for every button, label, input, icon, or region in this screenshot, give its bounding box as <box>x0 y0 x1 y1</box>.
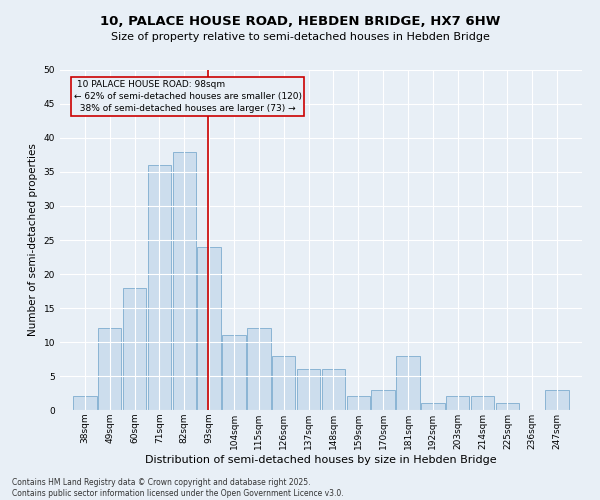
Bar <box>347 396 370 410</box>
Text: Size of property relative to semi-detached houses in Hebden Bridge: Size of property relative to semi-detach… <box>110 32 490 42</box>
Bar <box>496 403 519 410</box>
Text: 10 PALACE HOUSE ROAD: 98sqm
← 62% of semi-detached houses are smaller (120)
  38: 10 PALACE HOUSE ROAD: 98sqm ← 62% of sem… <box>74 80 302 113</box>
Y-axis label: Number of semi-detached properties: Number of semi-detached properties <box>28 144 38 336</box>
Bar <box>471 396 494 410</box>
Bar <box>545 390 569 410</box>
Text: Contains HM Land Registry data © Crown copyright and database right 2025.
Contai: Contains HM Land Registry data © Crown c… <box>12 478 344 498</box>
Bar <box>222 335 246 410</box>
Bar <box>148 165 171 410</box>
Bar <box>322 369 345 410</box>
Bar <box>247 328 271 410</box>
Bar <box>73 396 97 410</box>
Text: 10, PALACE HOUSE ROAD, HEBDEN BRIDGE, HX7 6HW: 10, PALACE HOUSE ROAD, HEBDEN BRIDGE, HX… <box>100 15 500 28</box>
Bar <box>272 356 295 410</box>
Bar <box>396 356 420 410</box>
Bar <box>421 403 445 410</box>
Bar <box>297 369 320 410</box>
Bar <box>98 328 121 410</box>
Bar <box>371 390 395 410</box>
Bar <box>446 396 469 410</box>
Bar <box>173 152 196 410</box>
Bar <box>123 288 146 410</box>
X-axis label: Distribution of semi-detached houses by size in Hebden Bridge: Distribution of semi-detached houses by … <box>145 454 497 464</box>
Bar <box>197 247 221 410</box>
